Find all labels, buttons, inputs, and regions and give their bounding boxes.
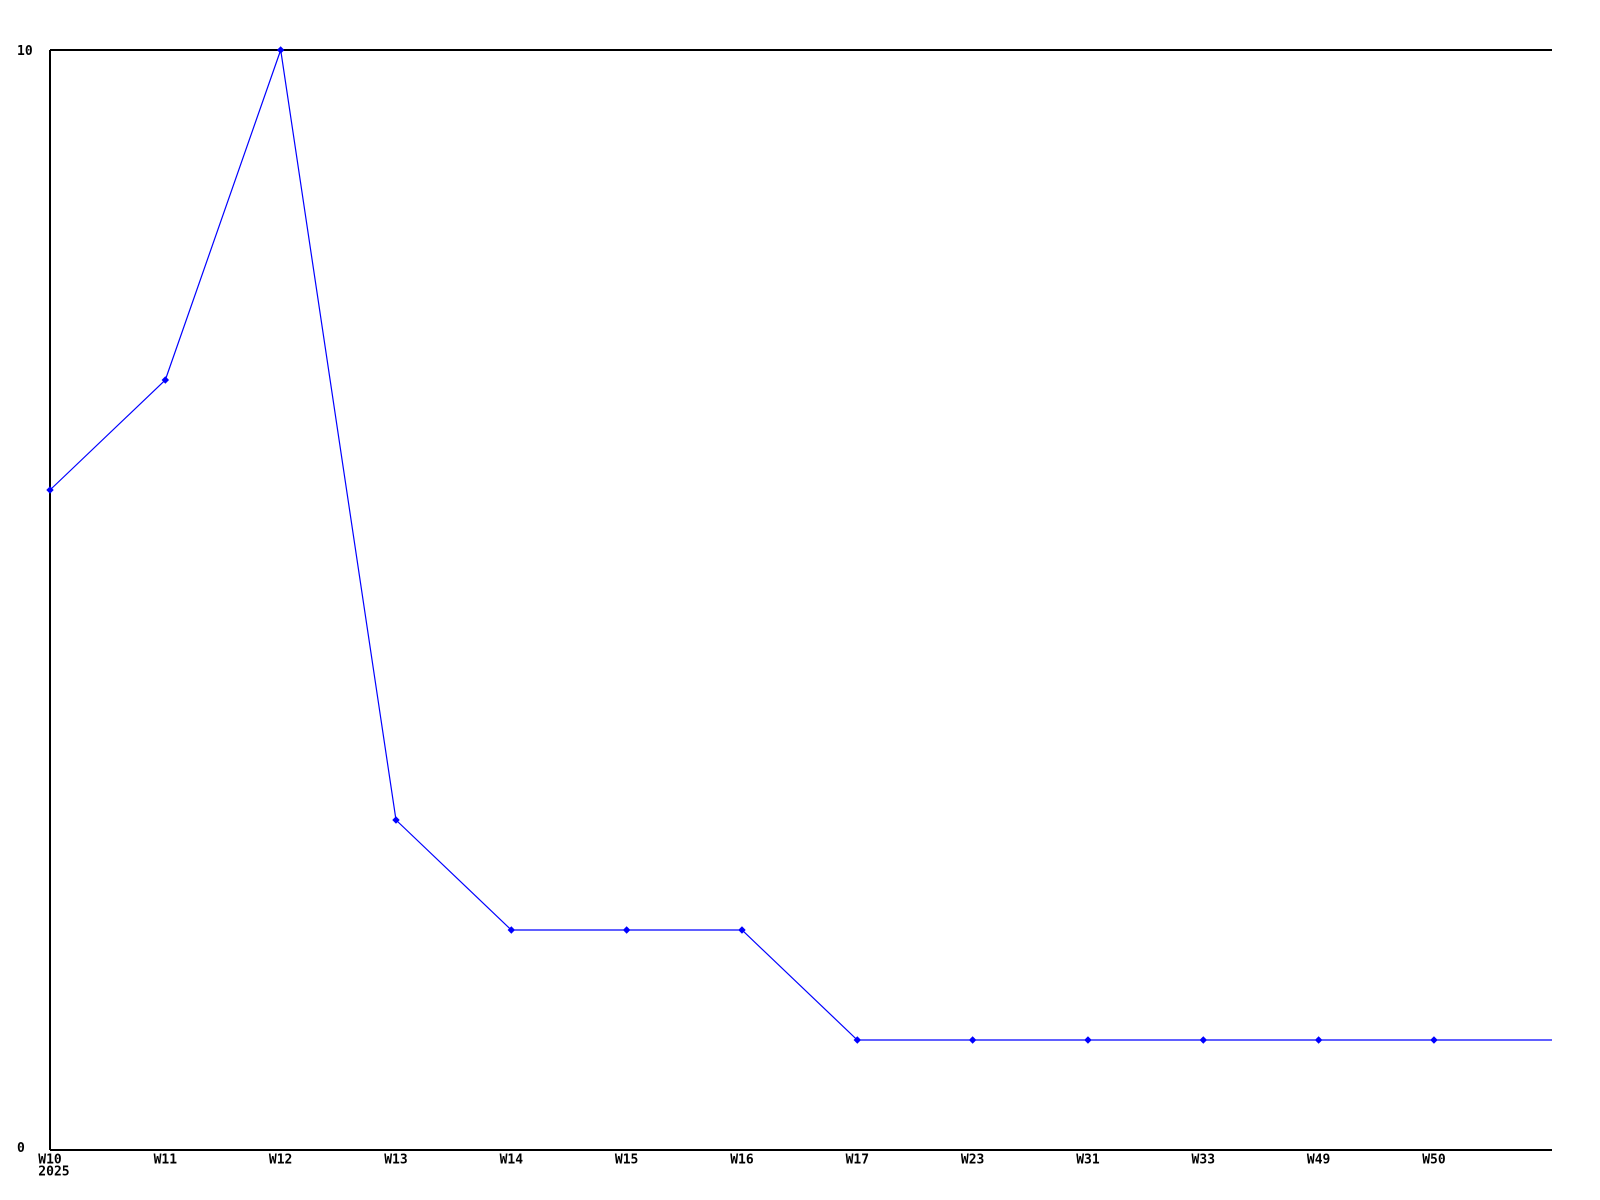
x-tick-label-w12: W12 — [269, 1153, 292, 1168]
data-point-marker-w11 — [161, 376, 170, 384]
x-tick-label-w33: W33 — [1192, 1153, 1215, 1168]
series-line — [49, 49, 1552, 1041]
y-axis-max-label: 10 — [17, 44, 33, 59]
data-point-marker-w10 — [46, 486, 54, 494]
x-tick-label-w14: W14 — [500, 1153, 524, 1168]
x-tick-label-w15: W15 — [615, 1153, 638, 1168]
data-point-marker-w16 — [738, 926, 746, 934]
x-tick-label-w31: W31 — [1076, 1153, 1100, 1168]
x-tick-label-w13: W13 — [384, 1153, 407, 1168]
y-axis-min-label: 0 — [17, 1141, 25, 1156]
data-point-marker-w15 — [622, 926, 631, 934]
x-tick-label-w50: W50 — [1422, 1153, 1446, 1168]
data-point-marker-w23 — [968, 1036, 977, 1044]
x-tick-label-w11: W11 — [154, 1153, 178, 1168]
data-point-marker-w14 — [507, 926, 516, 934]
data-point-marker-w31 — [1084, 1036, 1092, 1044]
x-axis-year-label: 2025 — [38, 1165, 69, 1180]
x-tick-label-w23: W23 — [961, 1153, 984, 1168]
data-point-marker-w50 — [1430, 1036, 1438, 1044]
data-point-marker-w13 — [392, 816, 400, 824]
x-tick-label-w16: W16 — [730, 1153, 754, 1168]
data-point-marker-w49 — [1314, 1036, 1323, 1044]
x-tick-label-w49: W49 — [1307, 1153, 1330, 1168]
data-point-marker-w12 — [276, 46, 285, 54]
data-point-marker-w33 — [1199, 1036, 1208, 1044]
x-tick-label-w10: W10 — [38, 1153, 62, 1168]
data-point-marker-w17 — [853, 1036, 862, 1044]
x-tick-label-w17: W17 — [846, 1153, 869, 1168]
